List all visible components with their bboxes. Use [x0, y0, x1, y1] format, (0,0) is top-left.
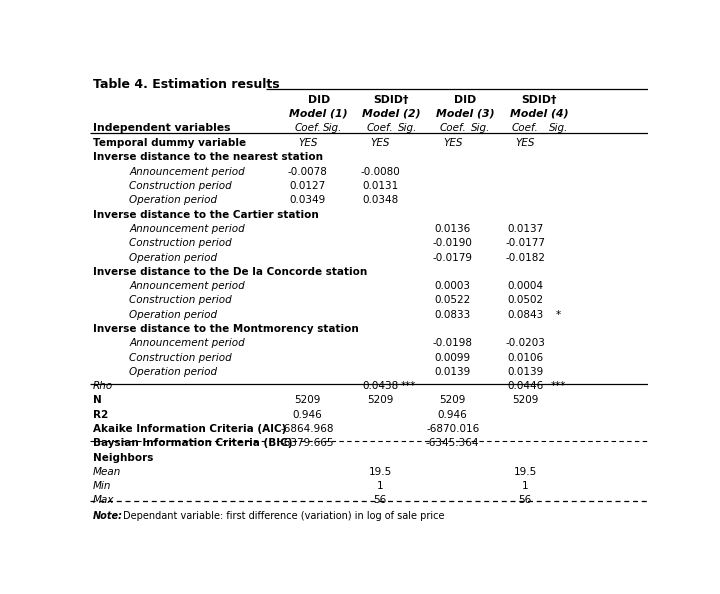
Text: 0.0348: 0.0348: [362, 195, 398, 206]
Text: Table 4. Estimation results: Table 4. Estimation results: [93, 78, 279, 91]
Text: 0.0522: 0.0522: [435, 295, 471, 305]
Text: -0.0190: -0.0190: [433, 238, 472, 248]
Text: 0.0349: 0.0349: [289, 195, 325, 206]
Text: Sig.: Sig.: [323, 123, 343, 133]
Text: 0.0139: 0.0139: [435, 367, 471, 377]
Text: 0.0446: 0.0446: [507, 381, 544, 391]
Text: 0.0502: 0.0502: [507, 295, 544, 305]
Text: SDID†: SDID†: [521, 94, 557, 105]
Text: Temporal dummy variable: Temporal dummy variable: [93, 138, 246, 148]
Text: -6870.016: -6870.016: [426, 424, 480, 434]
Text: Model (3): Model (3): [436, 109, 495, 119]
Text: 0.0003: 0.0003: [435, 281, 471, 291]
Text: Sig.: Sig.: [471, 123, 490, 133]
Text: ***: ***: [551, 381, 567, 391]
Text: Coef.: Coef.: [294, 123, 321, 133]
Text: -0.0198: -0.0198: [433, 338, 473, 348]
Text: YES: YES: [370, 138, 390, 148]
Text: Rho: Rho: [93, 381, 113, 391]
Text: N: N: [93, 396, 102, 406]
Text: Mean: Mean: [93, 467, 121, 477]
Text: Inverse distance to the Montmorency station: Inverse distance to the Montmorency stat…: [93, 324, 359, 334]
Text: 0.0106: 0.0106: [507, 353, 544, 362]
Text: Inverse distance to the De la Concorde station: Inverse distance to the De la Concorde s…: [93, 267, 367, 277]
Text: -0.0203: -0.0203: [505, 338, 545, 348]
Text: YES: YES: [298, 138, 318, 148]
Text: 0.0127: 0.0127: [289, 181, 325, 191]
Text: Coef.: Coef.: [366, 123, 394, 133]
Text: 0.946: 0.946: [438, 410, 467, 420]
Text: -6345.364: -6345.364: [426, 438, 480, 448]
Text: *: *: [556, 309, 562, 320]
Text: Construction period: Construction period: [129, 295, 232, 305]
Text: 0.0139: 0.0139: [507, 367, 544, 377]
Text: SDID†: SDID†: [374, 94, 409, 105]
Text: Construction period: Construction period: [129, 238, 232, 248]
Text: 1: 1: [377, 481, 384, 491]
Text: DID: DID: [454, 94, 476, 105]
Text: Announcement period: Announcement period: [129, 224, 245, 234]
Text: Independent variables: Independent variables: [93, 123, 230, 133]
Text: 5209: 5209: [294, 396, 321, 406]
Text: 56: 56: [518, 495, 532, 505]
Text: Model (2): Model (2): [362, 109, 420, 119]
Text: 19.5: 19.5: [369, 467, 392, 477]
Text: Operation period: Operation period: [129, 309, 217, 320]
Text: -0.0078: -0.0078: [288, 167, 328, 177]
Text: Operation period: Operation period: [129, 195, 217, 206]
Text: -0.0179: -0.0179: [433, 252, 473, 263]
Text: DID: DID: [307, 94, 330, 105]
Text: Dependant variable: first difference (variation) in log of sale price: Dependant variable: first difference (va…: [124, 510, 445, 520]
Text: 0.0136: 0.0136: [435, 224, 471, 234]
Text: YES: YES: [443, 138, 462, 148]
Text: Min: Min: [93, 481, 112, 491]
Text: -0.0182: -0.0182: [505, 252, 545, 263]
Text: Construction period: Construction period: [129, 353, 232, 362]
Text: Note:: Note:: [93, 510, 123, 520]
Text: Max: Max: [93, 495, 114, 505]
Text: 0.946: 0.946: [293, 410, 323, 420]
Text: -6379.665: -6379.665: [281, 438, 334, 448]
Text: 5209: 5209: [367, 396, 393, 406]
Text: 5209: 5209: [512, 396, 539, 406]
Text: -0.0080: -0.0080: [360, 167, 400, 177]
Text: 0.0004: 0.0004: [507, 281, 544, 291]
Text: 19.5: 19.5: [513, 467, 537, 477]
Text: Sig.: Sig.: [398, 123, 418, 133]
Text: Coef.: Coef.: [439, 123, 466, 133]
Text: ***: ***: [400, 381, 415, 391]
Text: Model (4): Model (4): [510, 109, 569, 119]
Text: Inverse distance to the Cartier station: Inverse distance to the Cartier station: [93, 210, 318, 220]
Text: Inverse distance to the nearest station: Inverse distance to the nearest station: [93, 153, 323, 163]
Text: 56: 56: [374, 495, 387, 505]
Text: Announcement period: Announcement period: [129, 281, 245, 291]
Text: -0.0177: -0.0177: [505, 238, 545, 248]
Text: 0.0137: 0.0137: [507, 224, 544, 234]
Text: Akaike Information Criteria (AIC): Akaike Information Criteria (AIC): [93, 424, 286, 434]
Text: Construction period: Construction period: [129, 181, 232, 191]
Text: 0.0131: 0.0131: [362, 181, 398, 191]
Text: -6864.968: -6864.968: [281, 424, 334, 434]
Text: Neighbors: Neighbors: [93, 453, 153, 463]
Text: 0.0099: 0.0099: [435, 353, 471, 362]
Text: 0.0438: 0.0438: [362, 381, 398, 391]
Text: Baysian Information Criteria (BIC): Baysian Information Criteria (BIC): [93, 438, 292, 448]
Text: Operation period: Operation period: [129, 367, 217, 377]
Text: 5209: 5209: [439, 396, 466, 406]
Text: 0.0843: 0.0843: [507, 309, 544, 320]
Text: Sig.: Sig.: [549, 123, 568, 133]
Text: 0.0833: 0.0833: [435, 309, 471, 320]
Text: Operation period: Operation period: [129, 252, 217, 263]
Text: 1: 1: [522, 481, 528, 491]
Text: Announcement period: Announcement period: [129, 338, 245, 348]
Text: Announcement period: Announcement period: [129, 167, 245, 177]
Text: Coef.: Coef.: [512, 123, 539, 133]
Text: Model (1): Model (1): [289, 109, 348, 119]
Text: R2: R2: [93, 410, 108, 420]
Text: YES: YES: [516, 138, 535, 148]
